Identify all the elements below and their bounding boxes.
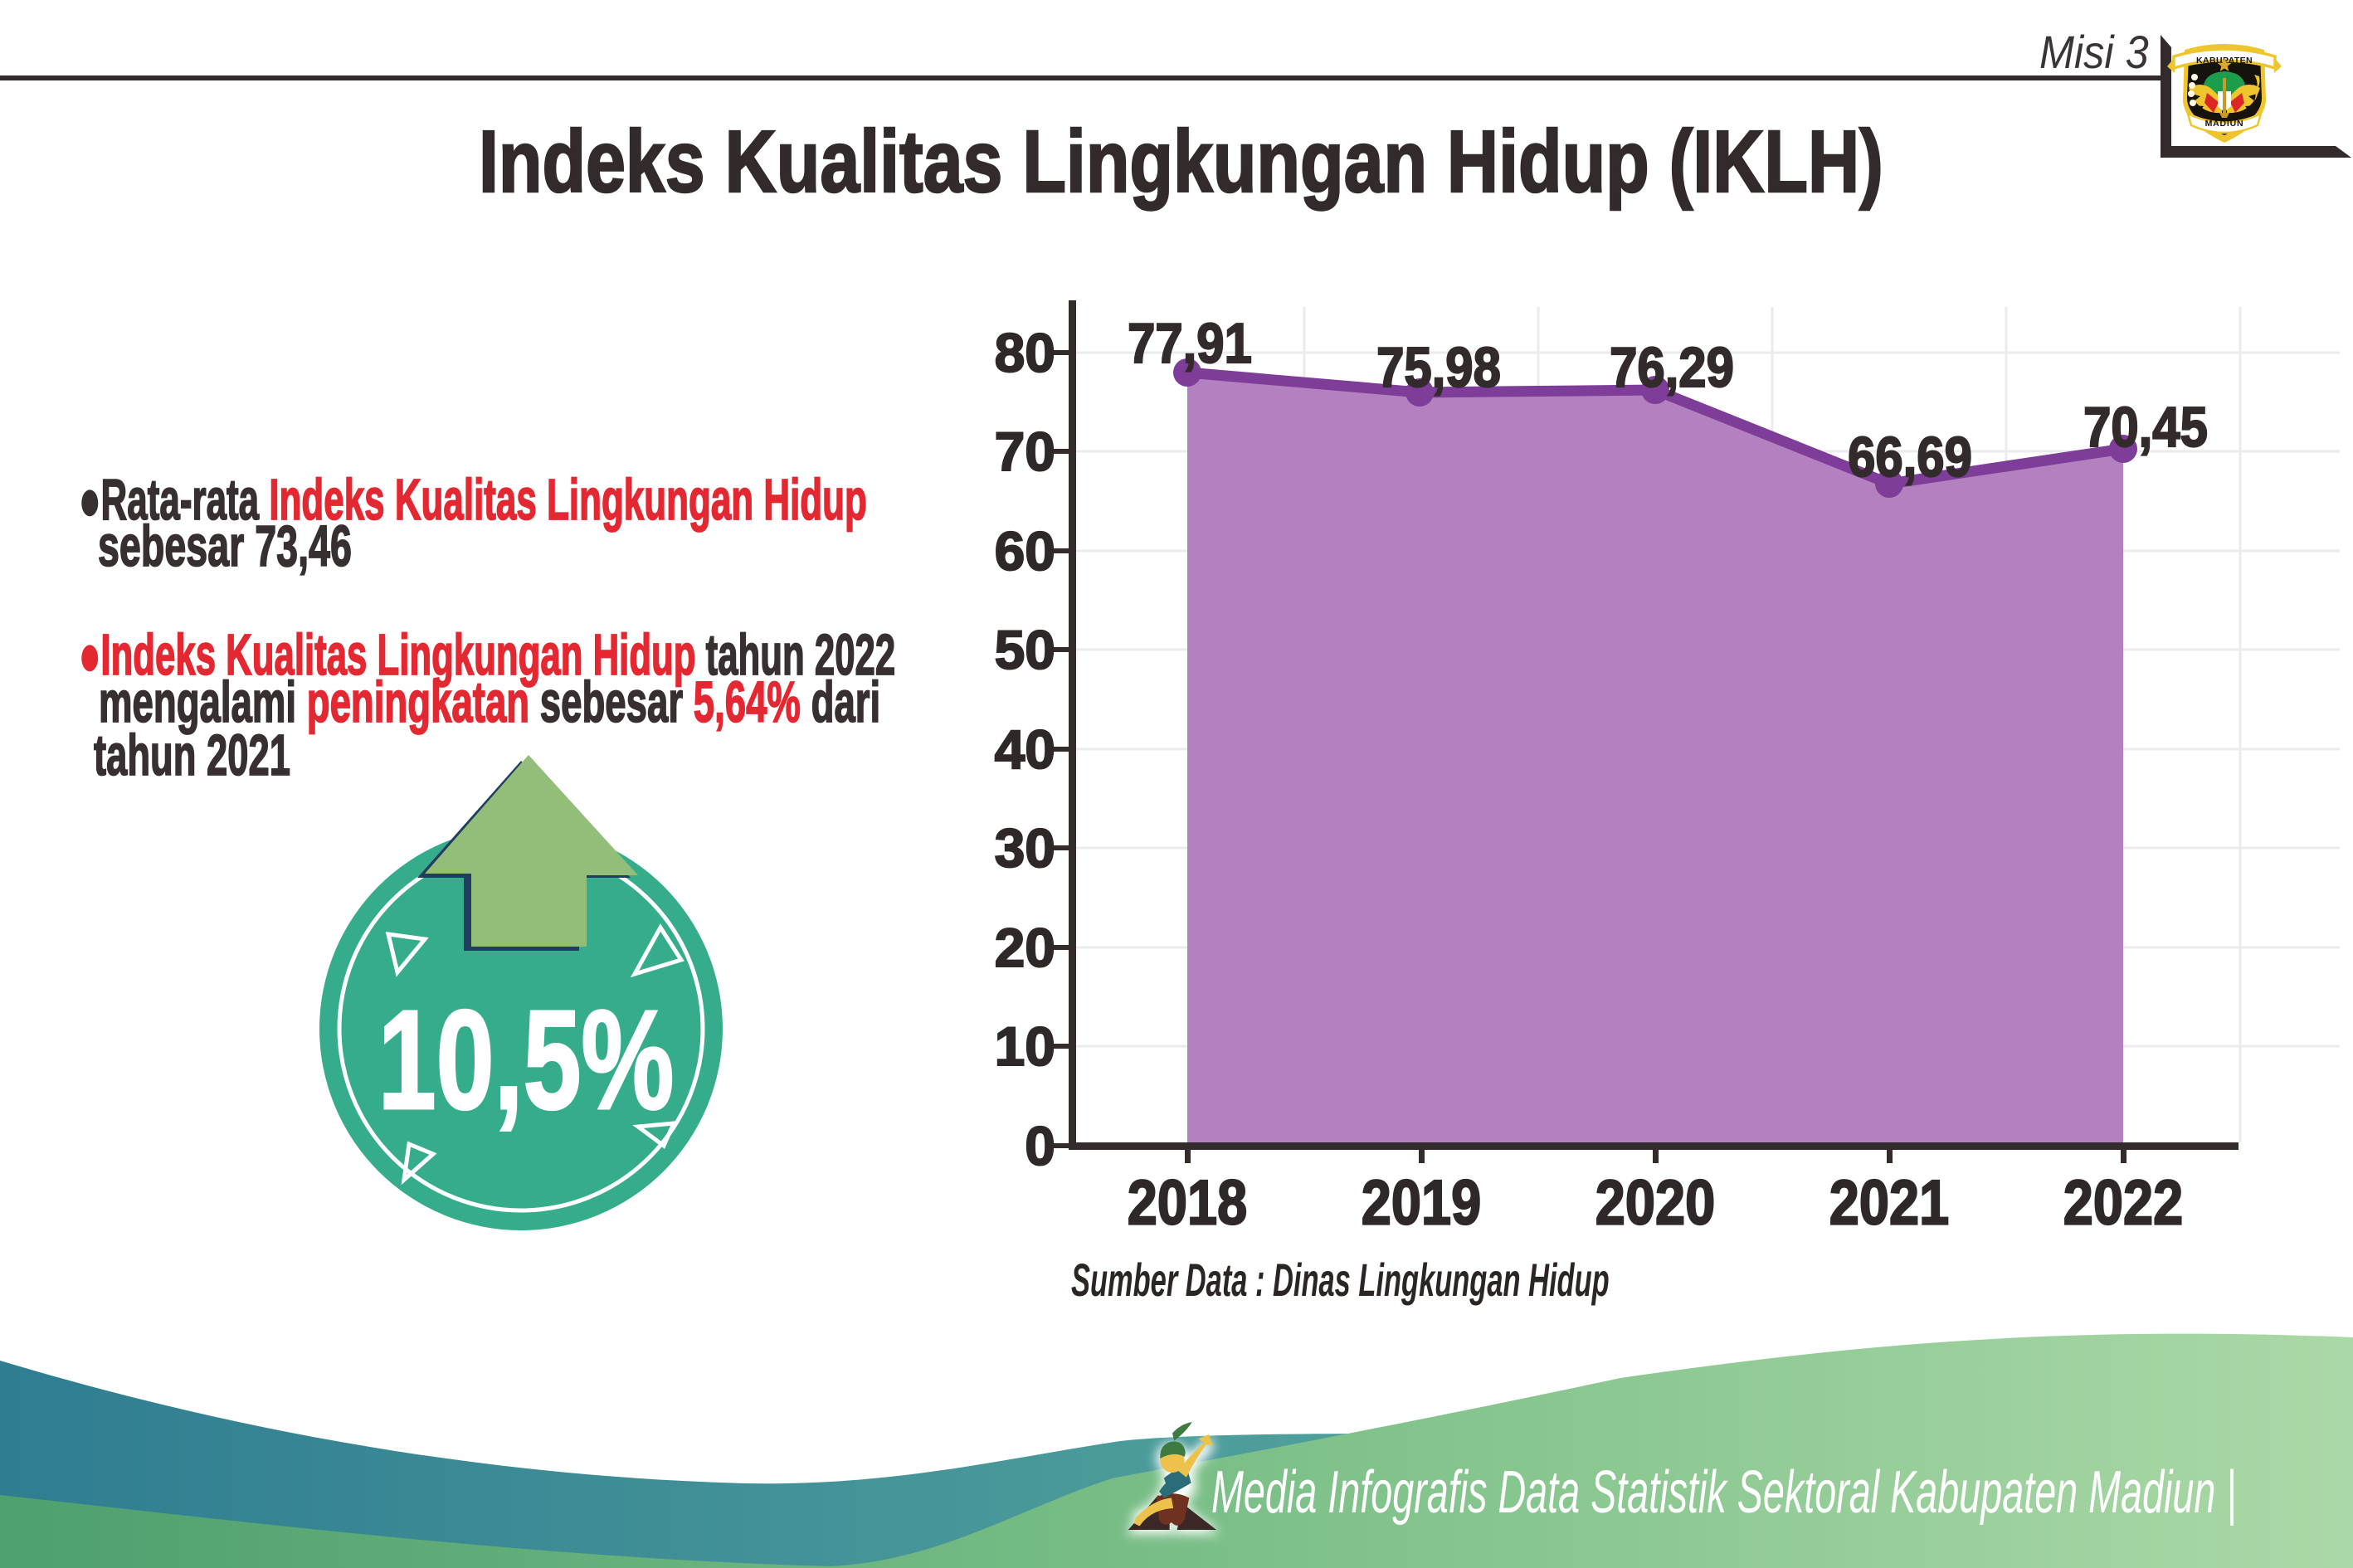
svg-text:MADIUN: MADIUN	[2205, 119, 2244, 129]
